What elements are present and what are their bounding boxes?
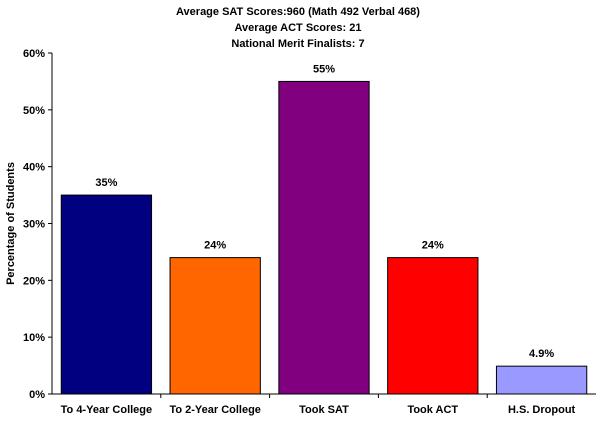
data-label: 4.9% (529, 348, 554, 360)
x-tick-label: Took SAT (299, 404, 349, 416)
bar (60, 194, 153, 395)
x-tick-label: To 4-Year College (61, 404, 153, 416)
bar (278, 80, 370, 395)
data-label: 24% (422, 240, 444, 252)
chart-title-line-3: National Merit Finalists: 7 (231, 38, 365, 50)
chart-title-line-2: Average ACT Scores: 21 (234, 22, 362, 34)
y-axis-title: Percentage of Students (5, 162, 17, 285)
y-tick-label: 0% (29, 389, 45, 401)
y-tick-label: 50% (23, 105, 45, 117)
y-tick-label: 30% (23, 219, 45, 231)
data-label: 55% (313, 63, 335, 75)
bar (495, 365, 588, 395)
x-tick-label: To 2-Year College (169, 404, 261, 416)
chart-title-line-1: Average SAT Scores:960 (Math 492 Verbal … (176, 6, 420, 18)
y-tick-label: 20% (23, 275, 45, 287)
data-label: 24% (204, 240, 226, 252)
bar (387, 257, 479, 395)
x-tick-label: Took ACT (407, 404, 458, 416)
x-tick-label: H.S. Dropout (508, 404, 576, 416)
y-tick-label: 60% (23, 48, 45, 60)
y-tick-label: 40% (23, 162, 45, 174)
data-label: 35% (95, 177, 117, 189)
bar (169, 257, 261, 395)
y-tick-label: 10% (23, 332, 45, 344)
